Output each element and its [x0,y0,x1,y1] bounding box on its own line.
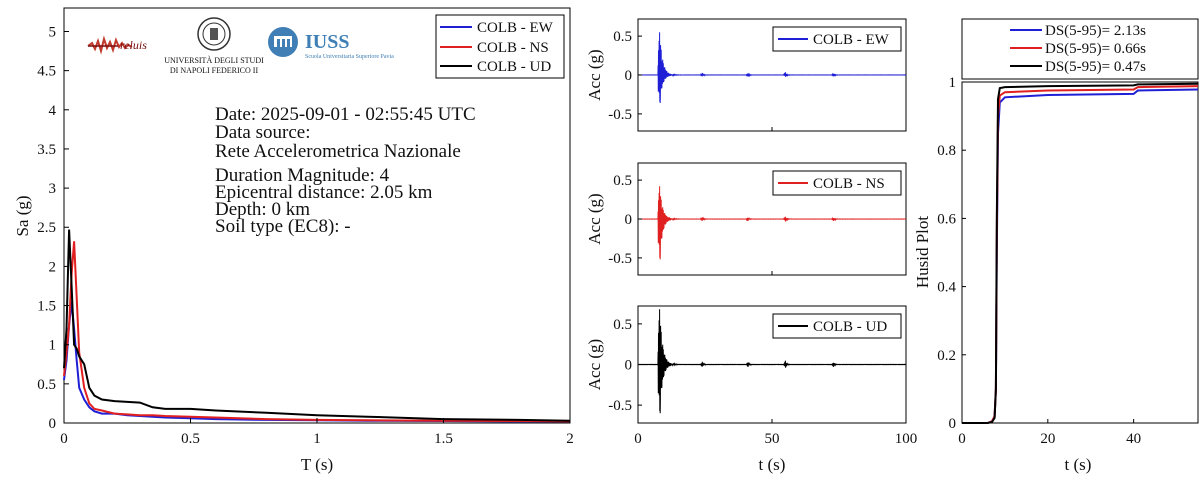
unina-logo: UNIVERSITÀ DEGLI STUDI DI NAPOLI FEDERIC… [164,17,264,75]
legend-label-ns: COLB - NS [477,40,549,56]
acc-ud-panel: 0 50 100 -0.5 0 0.5 Acc (g) COLB - UD [585,305,918,447]
acc-xtick-label: 100 [895,431,918,447]
husid-axes-box [961,81,1199,424]
info-distance: Epicentral distance: 2.05 km [215,182,433,203]
acc-ytick-label: 0.5 [613,317,632,333]
acc-ytick-label: -0.5 [608,398,632,414]
husid-ytick-label: 0.4 [937,280,956,296]
husid-ytick-label: 0.8 [937,143,956,159]
reluis-logo-text: reluis [120,38,147,52]
spectrum-ticks: 0 0.5 1 1.5 2 0 0.5 1 1.5 2 2.5 3 3.5 4 4.5 5 [37,24,574,447]
spectrum-series-2 [63,229,571,422]
acc-y-axis-label: Acc (g) [585,339,604,390]
husid-legend: DS(5-95)= 2.13s DS(5-95)= 0.66s DS(5-95)… [961,18,1199,80]
acc-legend-label: COLB - UD [813,319,887,335]
info-soil: Soil type (EC8): - [215,216,351,237]
spectrum-xtick-label: 2 [566,431,574,447]
acc-ns-panel: -0.5 0 0.5 Acc (g) COLB - NS [585,162,907,276]
unina-seal-icon [197,17,231,51]
spectrum-ytick-label: 1 [49,338,57,354]
husid-series-2 [962,82,1199,424]
acc-ytick-label: -0.5 [608,251,632,267]
husid-panel: 0 20 40 0 0.2 0.4 0.6 0.8 1 t (s) Husid Plot DS(… [913,18,1199,474]
husid-y-axis-label: Husid Plot [913,216,932,289]
iuss-logo-subtitle: Scuola Universitaria Superiore Pavia [305,54,394,60]
spectrum-ytick-label: 0.5 [37,377,56,393]
spectrum-xtick-label: 1.5 [434,431,453,447]
reluis-logo: reluis [87,35,147,55]
acc-ytick-label: 0.5 [613,29,632,45]
spectrum-series-1 [63,241,571,423]
spectrum-xtick-label: 1 [313,431,321,447]
acc-xtick-label: 50 [765,431,780,447]
acc-y-axis-label: Acc (g) [585,193,604,244]
iuss-logo-text: IUSS [305,31,349,53]
acc-xtick-label: 0 [634,431,642,447]
iuss-logo: IUSS Scuola Universitaria Superiore Pavi… [268,27,394,60]
spectrum-ytick-label: 2 [49,259,57,275]
husid-x-axis-label: t (s) [1065,455,1092,474]
spectrum-ytick-label: 5 [49,24,57,40]
acc-ytick-label: 0.5 [613,173,632,189]
legend-label-ds-ns: DS(5-95)= 0.66s [1045,41,1146,57]
acc-waveform-1 [638,186,907,260]
husid-ytick-label: 0.2 [937,348,956,364]
husid-ytick-label: 1 [949,75,957,91]
acc-ytick-label: 0 [625,212,633,228]
acc-waveform-0 [637,32,907,104]
acc-ytick-label: -0.5 [608,107,632,123]
spectrum-panel: 0 0.5 1 1.5 2 0 0.5 1 1.5 2 2.5 3 3.5 4 4.5 5 T (s) Sa … [13,7,574,474]
spectrum-ytick-label: 3 [49,181,57,197]
spectrum-ytick-label: 0 [49,416,57,432]
acc-x-axis-label: t (s) [759,455,786,474]
acceleration-panels: -0.5 0 0.5 Acc (g) COLB - EW -0.5 0 0.5 Acc (g)… [585,18,918,474]
husid-ytick-label: 0 [949,416,957,432]
info-magnitude: Duration Magnitude: 4 [215,165,390,186]
acc-ytick-label: 0 [625,68,633,84]
unina-logo-line1: UNIVERSITÀ DEGLI STUDI [164,55,264,65]
spectrum-x-axis-label: T (s) [301,455,333,474]
spectrum-legend: COLB - EW COLB - NS COLB - UD [435,14,565,79]
spectrum-y-axis-label: Sa (g) [13,195,32,236]
legend-label-ds-ew: DS(5-95)= 2.13s [1045,23,1146,39]
unina-logo-line2: DI NAPOLI FEDERICO II [170,66,259,75]
acc-y-axis-label: Acc (g) [585,49,604,100]
husid-ticks: 0 20 40 0 0.2 0.4 0.6 0.8 1 [937,75,1141,447]
legend-label-ds-ud: DS(5-95)= 0.47s [1045,59,1146,75]
spectrum-xtick-label: 0.5 [181,431,200,447]
husid-legend-box [961,18,1199,80]
acc-legend-label: COLB - NS [813,176,885,192]
husid-series-group [962,82,1199,424]
spectrum-ytick-label: 3.5 [37,142,56,158]
husid-xtick-label: 0 [958,431,966,447]
husid-ytick-label: 0.6 [937,211,956,227]
legend-label-ud: COLB - UD [477,59,551,75]
spectrum-xtick-label: 0 [60,431,68,447]
info-source-name: Rete Accelerometrica Nazionale [215,141,461,162]
spectrum-ytick-label: 4 [49,103,57,119]
husid-xtick-label: 20 [1040,431,1055,447]
spectrum-ytick-label: 2.5 [37,220,56,236]
spectrum-ytick-label: 1.5 [37,299,56,315]
acc-ytick-label: 0 [625,358,633,374]
acc-waveform-2 [637,309,907,414]
info-source-label: Data source: [215,122,310,143]
acc-ew-panel: -0.5 0 0.5 Acc (g) COLB - EW [585,18,907,132]
husid-xtick-label: 40 [1126,431,1141,447]
legend-label-ew: COLB - EW [477,20,554,36]
acc-legend-label: COLB - EW [813,32,890,48]
event-info: Date: 2025-09-01 - 02:55:45 UTC Data sou… [215,104,476,237]
info-depth: Depth: 0 km [215,199,310,220]
info-date: Date: 2025-09-01 - 02:55:45 UTC [215,104,476,125]
spectrum-series-group [63,229,571,423]
spectrum-ytick-label: 4.5 [37,64,56,80]
